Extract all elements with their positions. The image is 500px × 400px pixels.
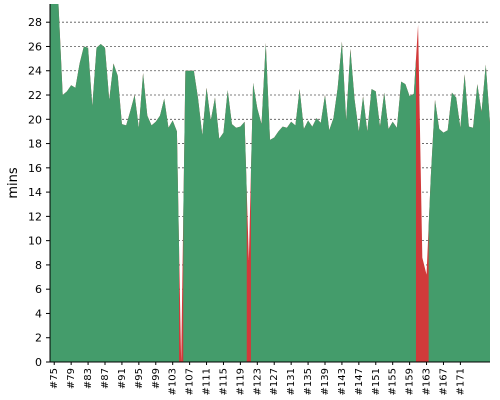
y-tick-label: 26 [28,40,42,53]
x-tick-label: #103 [168,368,179,395]
y-tick-label: 24 [28,65,42,78]
x-tick-label: #95 [134,368,145,389]
y-tick-label: 4 [35,307,42,320]
x-tick-label: #163 [422,368,433,395]
y-tick-label: 28 [28,16,42,29]
y-tick-label: 6 [35,283,42,296]
x-tick-label: #83 [83,368,94,389]
success-area-segment [183,70,247,363]
success-area-segment [250,41,416,363]
y-tick-label: 10 [28,235,42,248]
x-tick-label: #151 [371,368,382,395]
y-tick-label: 14 [28,186,42,199]
y-tick-label: 8 [35,259,42,272]
y-tick-label: 0 [35,356,42,369]
x-tick-label: #123 [252,368,263,395]
x-tick-label: #79 [66,368,77,389]
x-tick-labels: #75 #79 #83 #87 #91 #95 #99 #103 #107 #111 #115 #11… [49,362,466,395]
x-tick-label: #111 [202,368,213,395]
x-tick-label: #155 [388,368,399,395]
area-series [50,4,490,363]
x-tick-label: #167 [438,368,449,395]
x-tick-label: #75 [49,368,60,389]
x-tick-label: #139 [320,368,331,395]
y-tick-label: 12 [28,210,42,223]
y-tick-label: 18 [28,138,42,151]
x-tick-label: #131 [286,368,297,395]
x-tick-label: #119 [235,368,246,395]
x-tick-label: #135 [303,368,314,395]
success-area-segment [50,4,180,362]
x-tick-label: #127 [269,368,280,395]
x-tick-label: #115 [218,368,229,395]
x-tick-label: #99 [151,368,162,389]
x-tick-label: #91 [117,368,128,389]
y-tick-label: 16 [28,162,42,175]
y-tick-label: 2 [35,332,42,345]
x-tick-label: #171 [455,368,466,395]
y-tick-label: 22 [28,89,42,102]
x-tick-label: #147 [354,368,365,395]
y-axis-title: mins [6,167,21,199]
success-area-segment [428,64,490,362]
x-tick-label: #87 [100,368,111,389]
x-tick-label: #107 [185,368,196,395]
x-tick-label: #159 [405,368,416,395]
axes [49,4,490,363]
x-tick-label: #143 [337,368,348,395]
y-tick-label: 20 [28,113,42,126]
